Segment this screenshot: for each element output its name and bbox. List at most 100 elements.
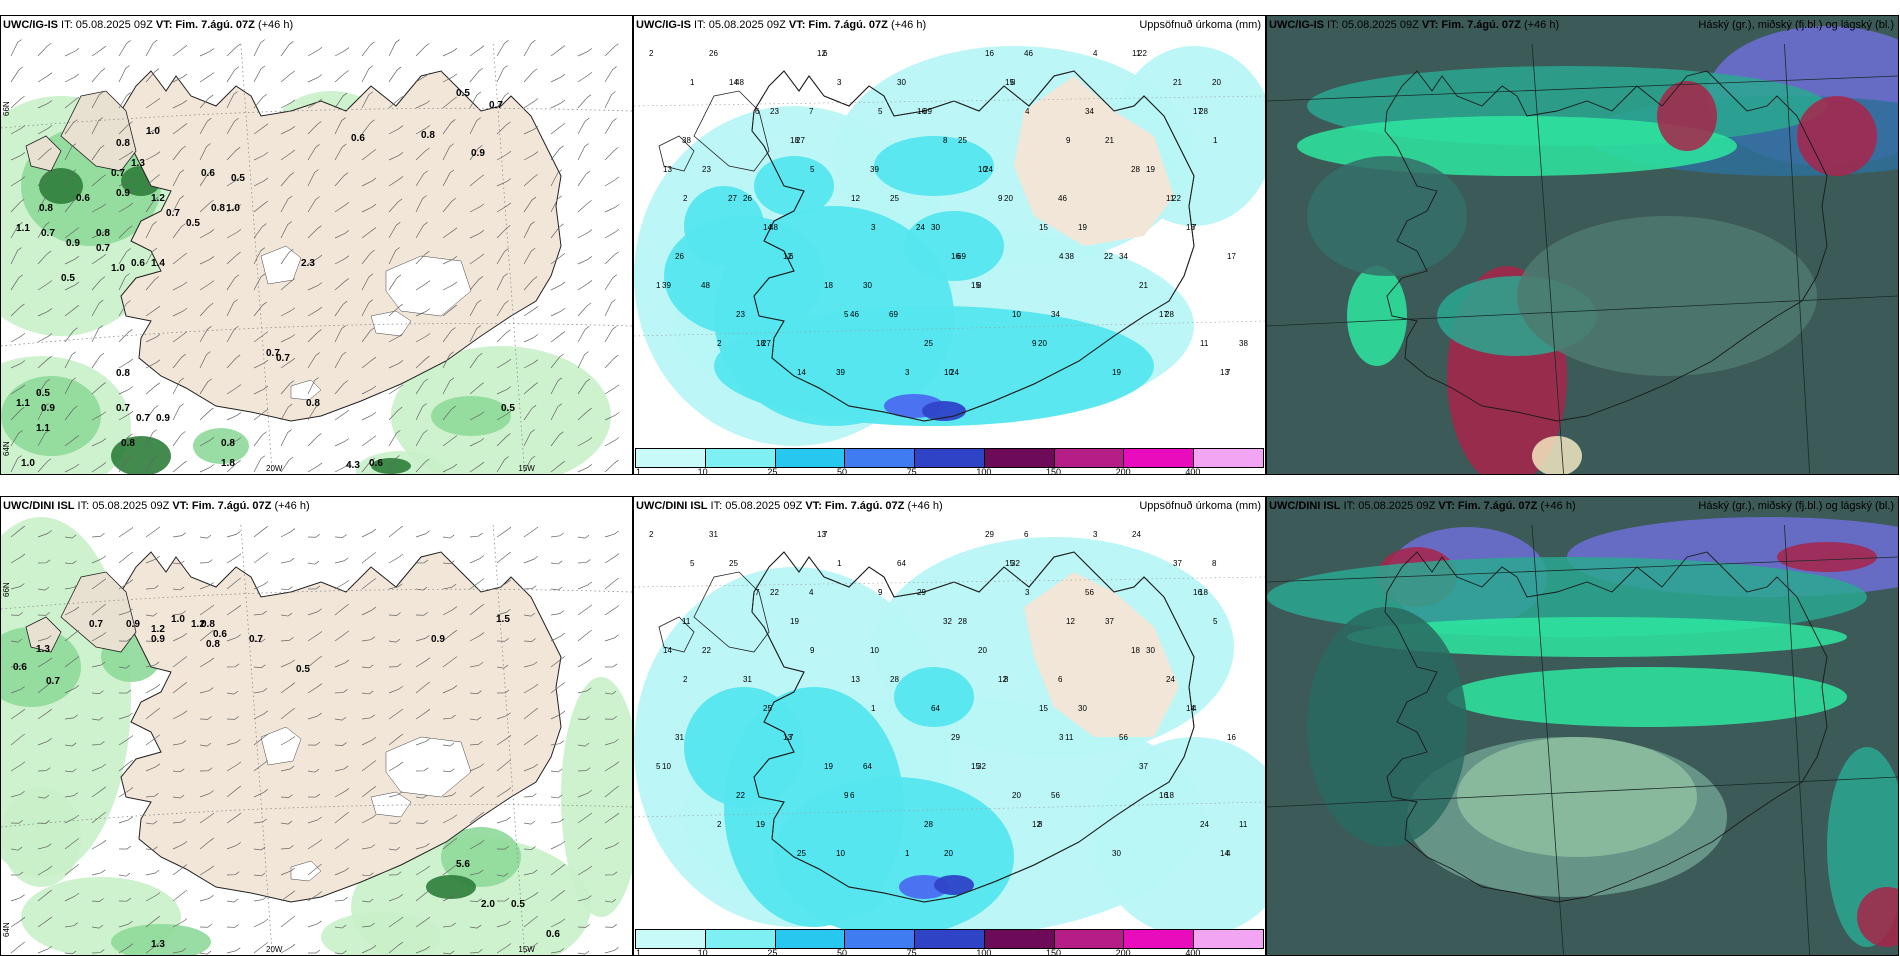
wind-barb bbox=[577, 534, 590, 539]
wind-barb bbox=[280, 845, 294, 850]
precip-value-label: 30 bbox=[1112, 849, 1121, 858]
glacier bbox=[385, 255, 472, 317]
precip-value-label: 10 bbox=[1012, 310, 1021, 319]
wind-barb bbox=[226, 384, 242, 395]
wind-barb bbox=[91, 661, 106, 668]
wind-barb bbox=[10, 332, 26, 343]
wind-barb bbox=[442, 714, 456, 720]
wind-barb bbox=[10, 455, 22, 473]
wind-barb bbox=[145, 221, 157, 239]
wind-barb bbox=[577, 767, 591, 772]
wind-barb bbox=[118, 712, 133, 720]
colorbar-tick-label: 10 bbox=[697, 948, 708, 956]
wind-barb bbox=[442, 377, 455, 395]
wind-barb bbox=[10, 791, 25, 798]
precip-value-label: 25 bbox=[763, 704, 772, 713]
wind-barb bbox=[10, 176, 26, 187]
wind-barb bbox=[307, 533, 321, 538]
wind-barb bbox=[577, 437, 593, 447]
precip-value-label: 16 bbox=[951, 252, 960, 261]
precip-value-label: 12 bbox=[817, 49, 826, 58]
wind-barb bbox=[145, 763, 161, 772]
wind-barb bbox=[226, 898, 239, 903]
wind-barb bbox=[64, 435, 80, 447]
wind-barb bbox=[496, 526, 512, 538]
wind-value-label: 1.1 bbox=[16, 223, 30, 234]
colorbar-segment bbox=[705, 449, 776, 467]
wind-barb bbox=[334, 838, 350, 850]
wind-value-label: 0.6 bbox=[351, 133, 365, 144]
precip-value-label: 24 bbox=[950, 368, 959, 377]
wind-barb bbox=[10, 430, 23, 447]
wind-barb bbox=[523, 707, 539, 720]
wind-barb bbox=[361, 273, 374, 291]
wind-barb bbox=[604, 43, 619, 57]
wind-barb bbox=[172, 656, 188, 668]
wind-barb bbox=[361, 385, 377, 395]
wind-barb bbox=[64, 405, 78, 421]
cloud-map bbox=[1267, 497, 1898, 955]
precip-value-label: 56 bbox=[1119, 733, 1128, 742]
precip-value-label: 37 bbox=[1173, 559, 1182, 568]
wind-barb bbox=[37, 708, 53, 720]
lat-label: 66N bbox=[2, 101, 11, 116]
wind-barb bbox=[307, 949, 321, 954]
precip-value-label: 25 bbox=[924, 339, 933, 348]
wind-barb bbox=[334, 300, 348, 317]
wind-barb bbox=[10, 733, 26, 746]
wind-barb bbox=[334, 351, 347, 369]
wind-barb bbox=[91, 352, 105, 369]
wind-barb bbox=[577, 789, 592, 798]
precip-value-label: 31 bbox=[675, 733, 684, 742]
wind-barb bbox=[145, 734, 161, 746]
wind-value-label: 1.0 bbox=[21, 458, 35, 469]
wind-barb bbox=[199, 94, 214, 109]
precip-value-label: 17 bbox=[1193, 107, 1202, 116]
wind-barb bbox=[388, 152, 404, 161]
wind-barb bbox=[496, 920, 511, 928]
precip-value-label: 3 bbox=[837, 78, 842, 87]
top-wind-panel: 0.5 0.7 0.9 0.8 0.6 1.0 1.3 1.2 0.8 0.7 0.6 0.5 0.9 0… bbox=[0, 15, 633, 475]
precip-value-label: 56 bbox=[1051, 791, 1060, 800]
wind-barb bbox=[334, 438, 350, 447]
wind-barb bbox=[253, 409, 269, 421]
precip-value-label: 30 bbox=[897, 78, 906, 87]
wind-barb bbox=[280, 221, 292, 239]
valid-time: VT: Fim. 7.ágú. 07Z bbox=[1438, 500, 1538, 512]
wind-barb bbox=[10, 708, 26, 720]
wind-barb bbox=[523, 892, 539, 902]
glacier bbox=[370, 310, 412, 337]
wind-barb bbox=[442, 143, 454, 161]
wind-barb bbox=[523, 661, 538, 668]
cloud-area bbox=[1657, 81, 1717, 151]
colorbar-segment bbox=[1194, 930, 1264, 948]
wind-barb bbox=[280, 380, 295, 395]
wind-barb bbox=[199, 302, 214, 317]
top-precip-panel: 2 2 2 3 3 3 4 4 4 1 1 1 5 5 5 9 9 9 13 13 13 12 12 12 15 15 15 17 17… bbox=[633, 15, 1266, 475]
wind-barb bbox=[334, 143, 347, 161]
model-name: UWC/IG-IS bbox=[636, 19, 691, 31]
wind-barb bbox=[361, 149, 377, 161]
wind-barb bbox=[604, 553, 620, 564]
cloud-area bbox=[1307, 156, 1467, 276]
wind-barb bbox=[415, 843, 430, 850]
wind-barb bbox=[334, 811, 350, 824]
westfjords-detail bbox=[693, 571, 770, 653]
wind-barb bbox=[577, 742, 590, 747]
lead-time: (+46 h) bbox=[904, 500, 943, 512]
wind-barb bbox=[10, 553, 26, 564]
wind-barb bbox=[37, 889, 53, 902]
precip-value-label: 15 bbox=[1005, 559, 1014, 568]
precip-value-label: 13 bbox=[851, 675, 860, 684]
wind-barb bbox=[199, 464, 215, 473]
graticule bbox=[1, 43, 632, 474]
precip-value-label: 2 bbox=[683, 675, 688, 684]
wind-barb bbox=[523, 793, 537, 798]
wind-barb bbox=[388, 66, 402, 83]
wind-barb bbox=[91, 91, 104, 109]
wind-barb bbox=[577, 302, 592, 317]
wind-barb bbox=[388, 96, 403, 109]
wind-barb bbox=[145, 151, 161, 161]
wind-barb bbox=[37, 843, 52, 850]
wind-barb bbox=[199, 199, 214, 213]
